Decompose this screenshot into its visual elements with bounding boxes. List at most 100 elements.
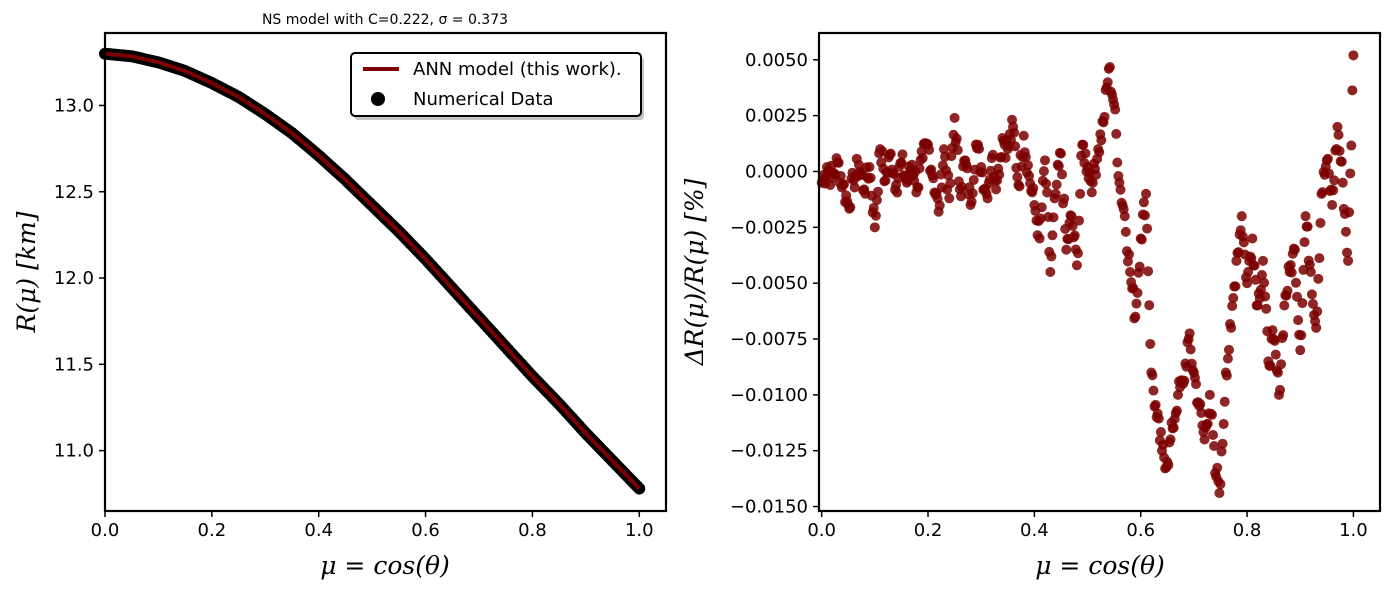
residual-point xyxy=(1334,145,1345,156)
x-tick-label: 1.0 xyxy=(625,520,654,541)
residual-point xyxy=(1038,166,1049,177)
residual-point xyxy=(849,182,860,193)
residual-point xyxy=(1042,187,1053,198)
residual-point xyxy=(1165,434,1176,445)
residual-point xyxy=(944,193,955,204)
x-tick-label: 0.0 xyxy=(807,520,836,541)
residual-point xyxy=(938,144,949,155)
residual-point xyxy=(1080,148,1091,159)
residual-point xyxy=(896,157,907,168)
residual-point xyxy=(1344,207,1355,218)
residual-point xyxy=(1053,161,1064,172)
residual-point xyxy=(1223,344,1234,355)
residual-point xyxy=(1343,255,1354,266)
residual-point xyxy=(1282,285,1293,296)
left-axes-frame xyxy=(103,31,668,513)
y-tick-label: −0.0075 xyxy=(730,329,808,350)
residual-point xyxy=(1346,140,1357,151)
residual-point xyxy=(957,182,968,193)
residual-point xyxy=(868,202,879,213)
residual-point xyxy=(1039,155,1050,166)
legend-entry-ann: ANN model (this work). xyxy=(413,59,622,80)
residual-point xyxy=(1296,330,1307,341)
residual-point xyxy=(1261,303,1272,314)
residual-point xyxy=(967,188,978,199)
residual-point xyxy=(977,167,988,178)
residual-point xyxy=(1342,247,1353,258)
residual-point xyxy=(1285,259,1296,270)
residual-point xyxy=(1000,152,1011,163)
residual-point xyxy=(1260,291,1271,302)
residual-point xyxy=(1119,211,1130,222)
residual-point xyxy=(1279,300,1290,311)
residual-point xyxy=(1293,315,1304,326)
residual-point xyxy=(1099,111,1110,122)
x-tick-label: 0.4 xyxy=(304,520,333,541)
residual-point xyxy=(1138,197,1149,208)
right-axes-frame xyxy=(817,31,1382,513)
left-chart: NS model with C=0.222, σ = 0.373 0.0 0.2 0… xyxy=(12,12,668,580)
residual-point xyxy=(1022,160,1033,171)
residual-point xyxy=(1267,325,1278,336)
residual-point xyxy=(1312,306,1323,317)
x-tick-label: 0.2 xyxy=(198,520,227,541)
x-tick-label: 1.0 xyxy=(1339,520,1368,541)
residual-point xyxy=(865,172,876,183)
residual-point xyxy=(1141,188,1152,199)
residual-point xyxy=(934,200,945,211)
y-tick-label: 11.5 xyxy=(54,354,94,375)
residual-point xyxy=(1286,267,1297,278)
residual-point xyxy=(1018,130,1029,141)
residual-point xyxy=(1226,322,1237,333)
residual-point xyxy=(897,149,908,160)
residual-point xyxy=(1276,359,1287,370)
residual-point xyxy=(1087,177,1098,188)
residual-point xyxy=(1104,62,1115,73)
y-tick-label: 12.5 xyxy=(54,182,94,203)
residual-point xyxy=(1115,184,1126,195)
y-tick-label: 0.0025 xyxy=(745,106,808,127)
residual-point xyxy=(914,163,925,174)
residual-point xyxy=(1096,135,1107,146)
residual-point xyxy=(1315,217,1326,228)
residual-point xyxy=(1305,267,1316,277)
residual-point xyxy=(1242,278,1253,289)
residual-point xyxy=(1048,212,1059,223)
residual-point xyxy=(1024,170,1035,181)
residual-point xyxy=(1212,462,1223,473)
residual-point xyxy=(1219,396,1230,407)
residual-point xyxy=(1071,260,1082,271)
residual-point xyxy=(1311,322,1322,333)
residual-point xyxy=(1124,249,1135,260)
residual-point xyxy=(1206,409,1217,420)
residual-point xyxy=(1091,170,1102,181)
x-tick-label: 0.4 xyxy=(1020,520,1049,541)
residual-point xyxy=(1306,289,1317,300)
residual-point xyxy=(1010,141,1021,152)
residual-point xyxy=(1290,277,1301,288)
residual-point xyxy=(1214,488,1225,499)
residual-point xyxy=(1057,169,1068,180)
y-tick-label: 0.0050 xyxy=(745,50,808,71)
residual-point xyxy=(1322,153,1333,164)
residual-point xyxy=(1147,370,1158,381)
right-x-ticks: 0.0 0.2 0.4 0.6 0.8 1.0 xyxy=(807,511,1368,541)
residual-point xyxy=(1218,418,1229,429)
residual-point xyxy=(1131,298,1142,309)
residual-point xyxy=(1222,353,1233,364)
residual-point xyxy=(1111,128,1122,139)
x-tick-label: 0.0 xyxy=(91,520,120,541)
residual-point xyxy=(946,151,957,162)
residual-point xyxy=(962,163,973,174)
y-tick-label: 11.0 xyxy=(54,441,94,462)
x-tick-label: 0.2 xyxy=(914,520,943,541)
residual-point xyxy=(1332,121,1343,132)
y-tick-label: 12.0 xyxy=(54,268,94,289)
legend-marker-swatch xyxy=(371,92,385,106)
residual-point xyxy=(1110,104,1121,115)
residual-point xyxy=(1221,370,1232,381)
residual-point xyxy=(880,175,891,186)
x-tick-label: 0.8 xyxy=(1233,520,1262,541)
residual-point xyxy=(1208,429,1219,440)
residual-point xyxy=(1238,237,1249,248)
